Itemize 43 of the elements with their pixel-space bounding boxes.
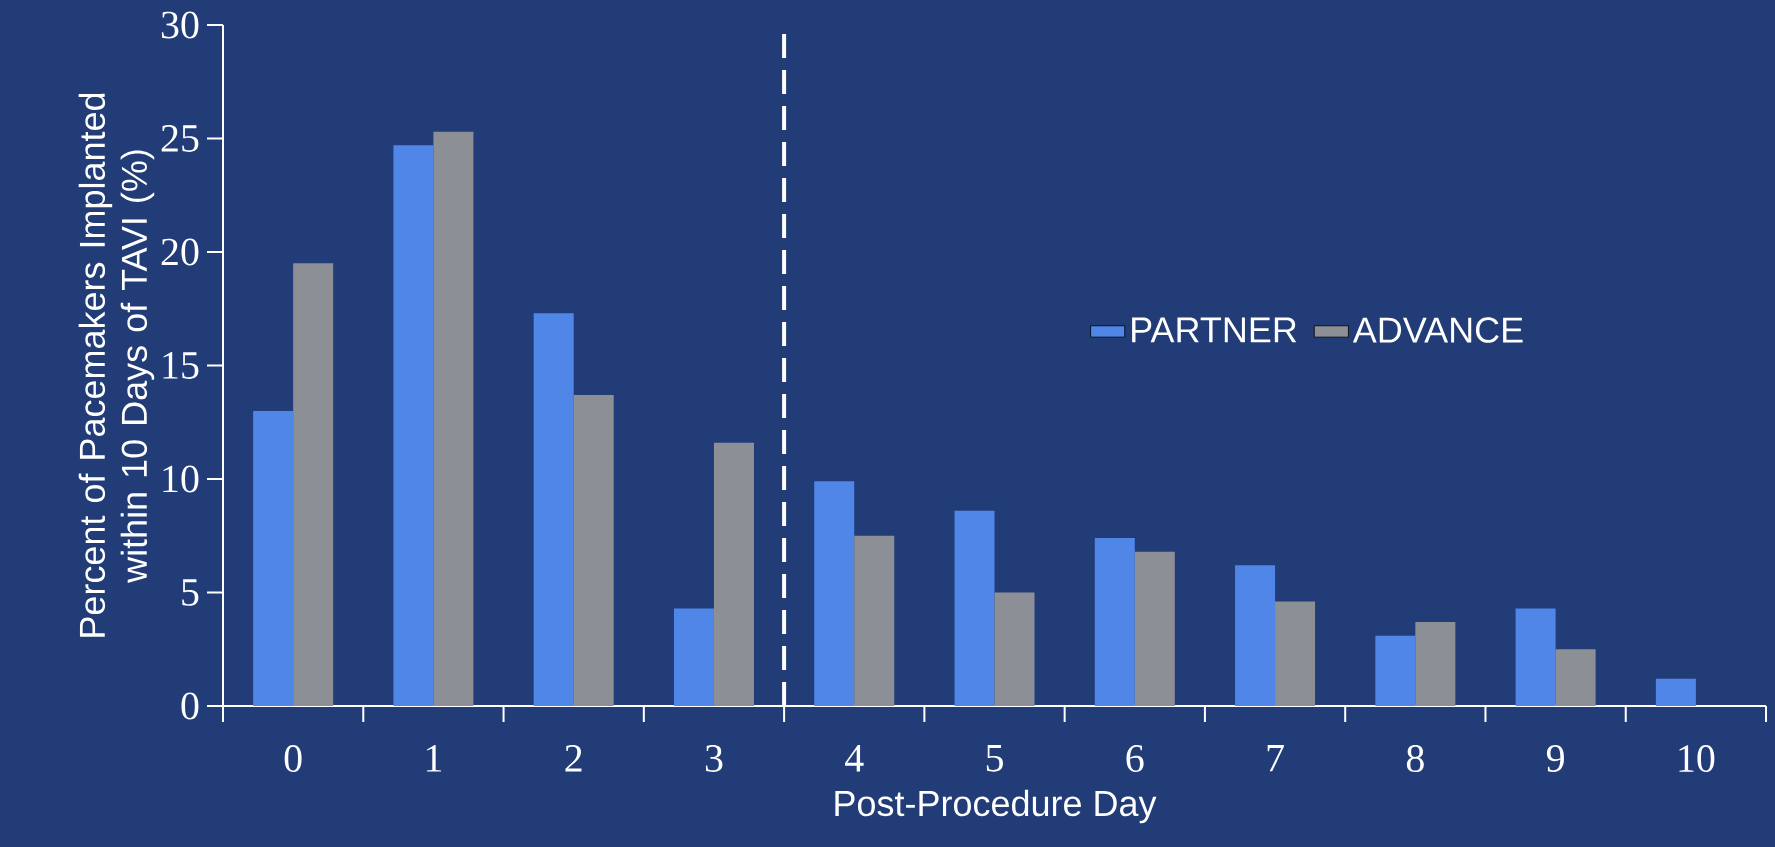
bar bbox=[713, 442, 754, 706]
bar bbox=[994, 592, 1035, 706]
bar bbox=[253, 410, 294, 706]
y-tick-label: 0 bbox=[181, 692, 199, 720]
y-tick-label: 10 bbox=[163, 465, 199, 493]
bar bbox=[854, 535, 895, 706]
x-tick-label: 9 bbox=[1546, 745, 1564, 772]
bar bbox=[1515, 608, 1556, 706]
x-tick-label: 6 bbox=[1126, 745, 1144, 772]
bar bbox=[1655, 678, 1696, 706]
bar bbox=[433, 131, 474, 706]
y-axis-title: Percent of Pacemakers Implanted within 10 Days of TAVI (%) bbox=[78, 93, 155, 637]
x-tick-label: 2 bbox=[565, 745, 582, 772]
x-tick-label: 1 bbox=[426, 745, 442, 772]
x-tick-label: 4 bbox=[845, 745, 864, 772]
x-tick-label: 5 bbox=[986, 745, 1003, 772]
x-axis-title: Post-Procedure Day bbox=[835, 789, 1157, 824]
bar bbox=[573, 395, 614, 706]
bar bbox=[293, 263, 334, 706]
x-tick-label: 7 bbox=[1267, 745, 1284, 772]
x-tick-label: 10 bbox=[1679, 745, 1715, 773]
bar bbox=[533, 313, 574, 706]
bar bbox=[393, 145, 434, 706]
x-tick-label: 3 bbox=[705, 745, 723, 772]
bar bbox=[1555, 649, 1596, 706]
bar bbox=[1275, 601, 1316, 706]
bar bbox=[1235, 565, 1276, 706]
x-tick-label: 8 bbox=[1406, 745, 1424, 773]
y-tick-label: 25 bbox=[161, 125, 199, 152]
y-tick-label: 30 bbox=[161, 11, 199, 39]
bar bbox=[1375, 635, 1416, 706]
bar bbox=[1134, 551, 1175, 706]
y-tick-label: 15 bbox=[163, 352, 199, 379]
x-tick-label: 0 bbox=[284, 745, 302, 773]
y-tick-label: 5 bbox=[182, 579, 199, 606]
bar bbox=[954, 510, 995, 706]
bar bbox=[1094, 538, 1135, 706]
legend-label: PARTNER bbox=[1132, 317, 1297, 343]
legend-label: ADVANCE bbox=[1352, 317, 1523, 343]
y-tick-label: 20 bbox=[161, 238, 199, 266]
bar bbox=[673, 608, 714, 706]
bar bbox=[1415, 622, 1456, 706]
bar bbox=[814, 481, 855, 706]
